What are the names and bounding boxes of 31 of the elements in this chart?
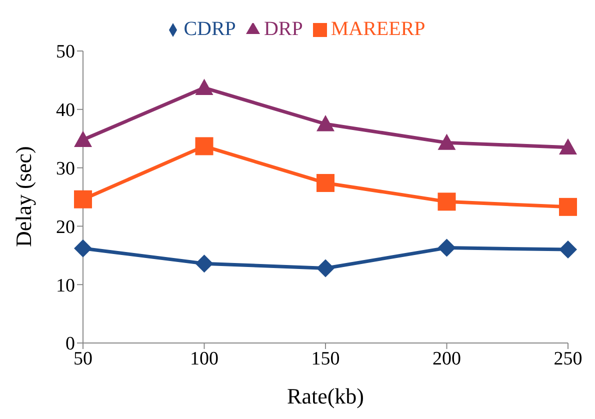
- point: [195, 78, 214, 95]
- point: [195, 137, 214, 156]
- legend-label: MAREERP: [330, 18, 426, 40]
- legend-label: CDRP: [184, 18, 236, 40]
- point: [559, 240, 577, 259]
- legend-label: DRP: [264, 18, 303, 40]
- y-tick-label: 30: [56, 158, 75, 180]
- point: [316, 115, 334, 132]
- x-tick-label: 200: [432, 348, 461, 370]
- y-tick-label: 10: [56, 275, 75, 296]
- y-axis-title: Delay (sec): [10, 146, 36, 247]
- point: [74, 130, 92, 147]
- x-axis-title: Rate(kb): [287, 384, 364, 409]
- point: [438, 134, 456, 150]
- y-tick-label: 0: [66, 334, 75, 355]
- point: [316, 174, 334, 192]
- y-tick-label: 20: [56, 216, 75, 238]
- point: [316, 259, 334, 278]
- point: [438, 192, 456, 211]
- point: [438, 238, 456, 257]
- y-tick-label: 50: [56, 42, 75, 63]
- x-tick-label: 250: [554, 348, 582, 370]
- point: [559, 138, 577, 155]
- point: [74, 190, 92, 208]
- x-tick-label: 100: [190, 348, 218, 370]
- point: [559, 198, 577, 216]
- point: [195, 254, 214, 273]
- point: [74, 239, 92, 258]
- x-tick-label: 150: [311, 348, 340, 370]
- y-tick-label: 40: [56, 100, 75, 122]
- x-tick-label: 50: [74, 348, 92, 370]
